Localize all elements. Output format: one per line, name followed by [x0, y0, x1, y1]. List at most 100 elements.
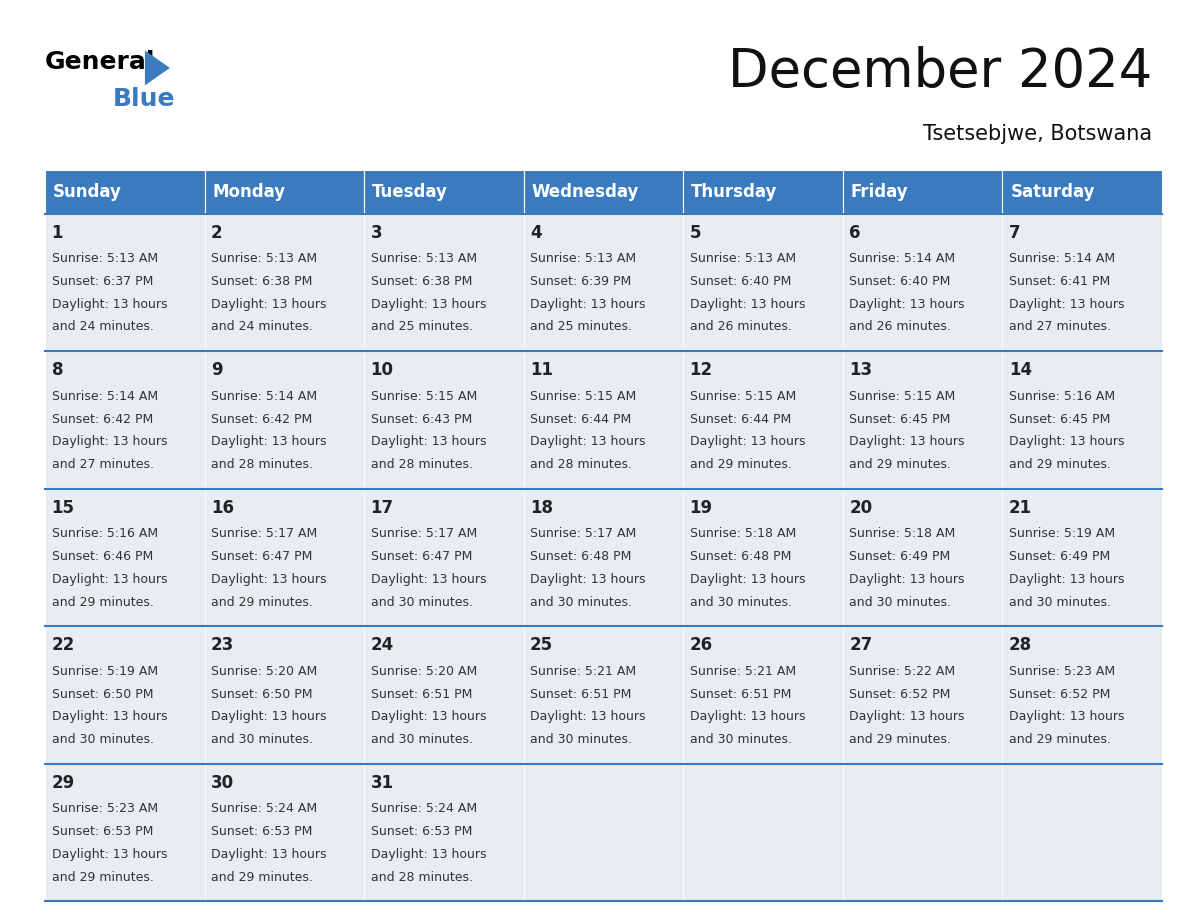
Text: Sunset: 6:45 PM: Sunset: 6:45 PM: [1009, 412, 1110, 426]
Text: Daylight: 13 hours: Daylight: 13 hours: [530, 711, 645, 723]
Text: Sunset: 6:39 PM: Sunset: 6:39 PM: [530, 275, 631, 288]
Text: and 29 minutes.: and 29 minutes.: [849, 733, 952, 746]
Text: and 30 minutes.: and 30 minutes.: [530, 733, 632, 746]
Text: Tsetsebjwe, Botswana: Tsetsebjwe, Botswana: [923, 124, 1152, 144]
Text: Daylight: 13 hours: Daylight: 13 hours: [530, 297, 645, 311]
Text: Sunset: 6:47 PM: Sunset: 6:47 PM: [211, 550, 312, 563]
Text: Sunrise: 5:19 AM: Sunrise: 5:19 AM: [1009, 528, 1114, 541]
Text: Sunset: 6:43 PM: Sunset: 6:43 PM: [371, 412, 472, 426]
Text: Sunrise: 5:19 AM: Sunrise: 5:19 AM: [51, 665, 158, 678]
Text: 12: 12: [690, 361, 713, 379]
Text: and 24 minutes.: and 24 minutes.: [51, 320, 153, 333]
Text: Sunset: 6:51 PM: Sunset: 6:51 PM: [690, 688, 791, 700]
Bar: [683, 170, 842, 214]
Text: Sunrise: 5:17 AM: Sunrise: 5:17 AM: [211, 528, 317, 541]
Bar: [524, 626, 683, 764]
Text: Sunrise: 5:14 AM: Sunrise: 5:14 AM: [1009, 252, 1114, 265]
Text: 15: 15: [51, 498, 75, 517]
Text: 28: 28: [1009, 636, 1032, 654]
Text: Daylight: 13 hours: Daylight: 13 hours: [849, 297, 965, 311]
Bar: [842, 170, 1003, 214]
Text: Daylight: 13 hours: Daylight: 13 hours: [51, 435, 168, 448]
Text: 16: 16: [211, 498, 234, 517]
Text: Sunrise: 5:20 AM: Sunrise: 5:20 AM: [371, 665, 476, 678]
Text: and 30 minutes.: and 30 minutes.: [690, 733, 791, 746]
Text: Sunrise: 5:14 AM: Sunrise: 5:14 AM: [211, 390, 317, 403]
Text: Sunset: 6:50 PM: Sunset: 6:50 PM: [51, 688, 153, 700]
Bar: [683, 764, 842, 901]
Text: Sunset: 6:40 PM: Sunset: 6:40 PM: [690, 275, 791, 288]
Text: and 29 minutes.: and 29 minutes.: [51, 596, 153, 609]
Text: 11: 11: [530, 361, 554, 379]
Text: Daylight: 13 hours: Daylight: 13 hours: [371, 711, 486, 723]
Text: Monday: Monday: [213, 183, 286, 201]
Text: Sunset: 6:52 PM: Sunset: 6:52 PM: [1009, 688, 1110, 700]
Bar: [524, 170, 683, 214]
Bar: [45, 626, 204, 764]
Text: and 28 minutes.: and 28 minutes.: [530, 458, 632, 471]
Text: Sunrise: 5:15 AM: Sunrise: 5:15 AM: [530, 390, 637, 403]
Text: Sunrise: 5:21 AM: Sunrise: 5:21 AM: [530, 665, 637, 678]
Text: Sunset: 6:44 PM: Sunset: 6:44 PM: [530, 412, 631, 426]
Text: 13: 13: [849, 361, 872, 379]
Text: 22: 22: [51, 636, 75, 654]
Text: 3: 3: [371, 223, 383, 241]
Text: 27: 27: [849, 636, 872, 654]
Text: Sunset: 6:49 PM: Sunset: 6:49 PM: [1009, 550, 1110, 563]
Text: Sunrise: 5:20 AM: Sunrise: 5:20 AM: [211, 665, 317, 678]
Text: Sunrise: 5:18 AM: Sunrise: 5:18 AM: [690, 528, 796, 541]
Text: and 28 minutes.: and 28 minutes.: [211, 458, 314, 471]
Polygon shape: [145, 50, 170, 85]
Text: 10: 10: [371, 361, 393, 379]
Bar: [1003, 489, 1162, 626]
Text: Daylight: 13 hours: Daylight: 13 hours: [51, 848, 168, 861]
Text: Sunrise: 5:15 AM: Sunrise: 5:15 AM: [849, 390, 955, 403]
Text: Daylight: 13 hours: Daylight: 13 hours: [51, 573, 168, 586]
Text: Sunset: 6:47 PM: Sunset: 6:47 PM: [371, 550, 472, 563]
Text: Sunrise: 5:13 AM: Sunrise: 5:13 AM: [371, 252, 476, 265]
Bar: [842, 352, 1003, 489]
Text: Daylight: 13 hours: Daylight: 13 hours: [211, 297, 327, 311]
Text: 31: 31: [371, 774, 393, 791]
Text: and 26 minutes.: and 26 minutes.: [690, 320, 791, 333]
Bar: [842, 214, 1003, 352]
Text: 4: 4: [530, 223, 542, 241]
Bar: [45, 764, 204, 901]
Text: Sunset: 6:44 PM: Sunset: 6:44 PM: [690, 412, 791, 426]
Bar: [524, 764, 683, 901]
Text: and 27 minutes.: and 27 minutes.: [51, 458, 153, 471]
Text: Sunset: 6:45 PM: Sunset: 6:45 PM: [849, 412, 950, 426]
Text: Daylight: 13 hours: Daylight: 13 hours: [211, 435, 327, 448]
Text: Sunrise: 5:18 AM: Sunrise: 5:18 AM: [849, 528, 955, 541]
Text: and 27 minutes.: and 27 minutes.: [1009, 320, 1111, 333]
Text: Sunset: 6:49 PM: Sunset: 6:49 PM: [849, 550, 950, 563]
Text: and 25 minutes.: and 25 minutes.: [371, 320, 473, 333]
Text: 8: 8: [51, 361, 63, 379]
Text: Blue: Blue: [113, 87, 176, 111]
Text: 30: 30: [211, 774, 234, 791]
Bar: [45, 170, 204, 214]
Text: Sunday: Sunday: [53, 183, 122, 201]
Text: and 29 minutes.: and 29 minutes.: [690, 458, 791, 471]
Bar: [1003, 764, 1162, 901]
Bar: [365, 489, 524, 626]
Bar: [45, 489, 204, 626]
Text: Daylight: 13 hours: Daylight: 13 hours: [849, 711, 965, 723]
Text: 2: 2: [211, 223, 222, 241]
Text: Sunset: 6:38 PM: Sunset: 6:38 PM: [371, 275, 472, 288]
Text: Sunrise: 5:13 AM: Sunrise: 5:13 AM: [530, 252, 637, 265]
Text: Daylight: 13 hours: Daylight: 13 hours: [690, 297, 805, 311]
Text: 5: 5: [690, 223, 701, 241]
Text: Daylight: 13 hours: Daylight: 13 hours: [530, 573, 645, 586]
Text: and 30 minutes.: and 30 minutes.: [849, 596, 952, 609]
Text: Daylight: 13 hours: Daylight: 13 hours: [211, 848, 327, 861]
Text: Daylight: 13 hours: Daylight: 13 hours: [849, 435, 965, 448]
Text: 18: 18: [530, 498, 554, 517]
Bar: [204, 489, 365, 626]
Text: Daylight: 13 hours: Daylight: 13 hours: [211, 711, 327, 723]
Text: Daylight: 13 hours: Daylight: 13 hours: [849, 573, 965, 586]
Text: General: General: [45, 50, 156, 74]
Bar: [683, 214, 842, 352]
Text: Sunset: 6:52 PM: Sunset: 6:52 PM: [849, 688, 950, 700]
Text: Sunrise: 5:17 AM: Sunrise: 5:17 AM: [530, 528, 637, 541]
